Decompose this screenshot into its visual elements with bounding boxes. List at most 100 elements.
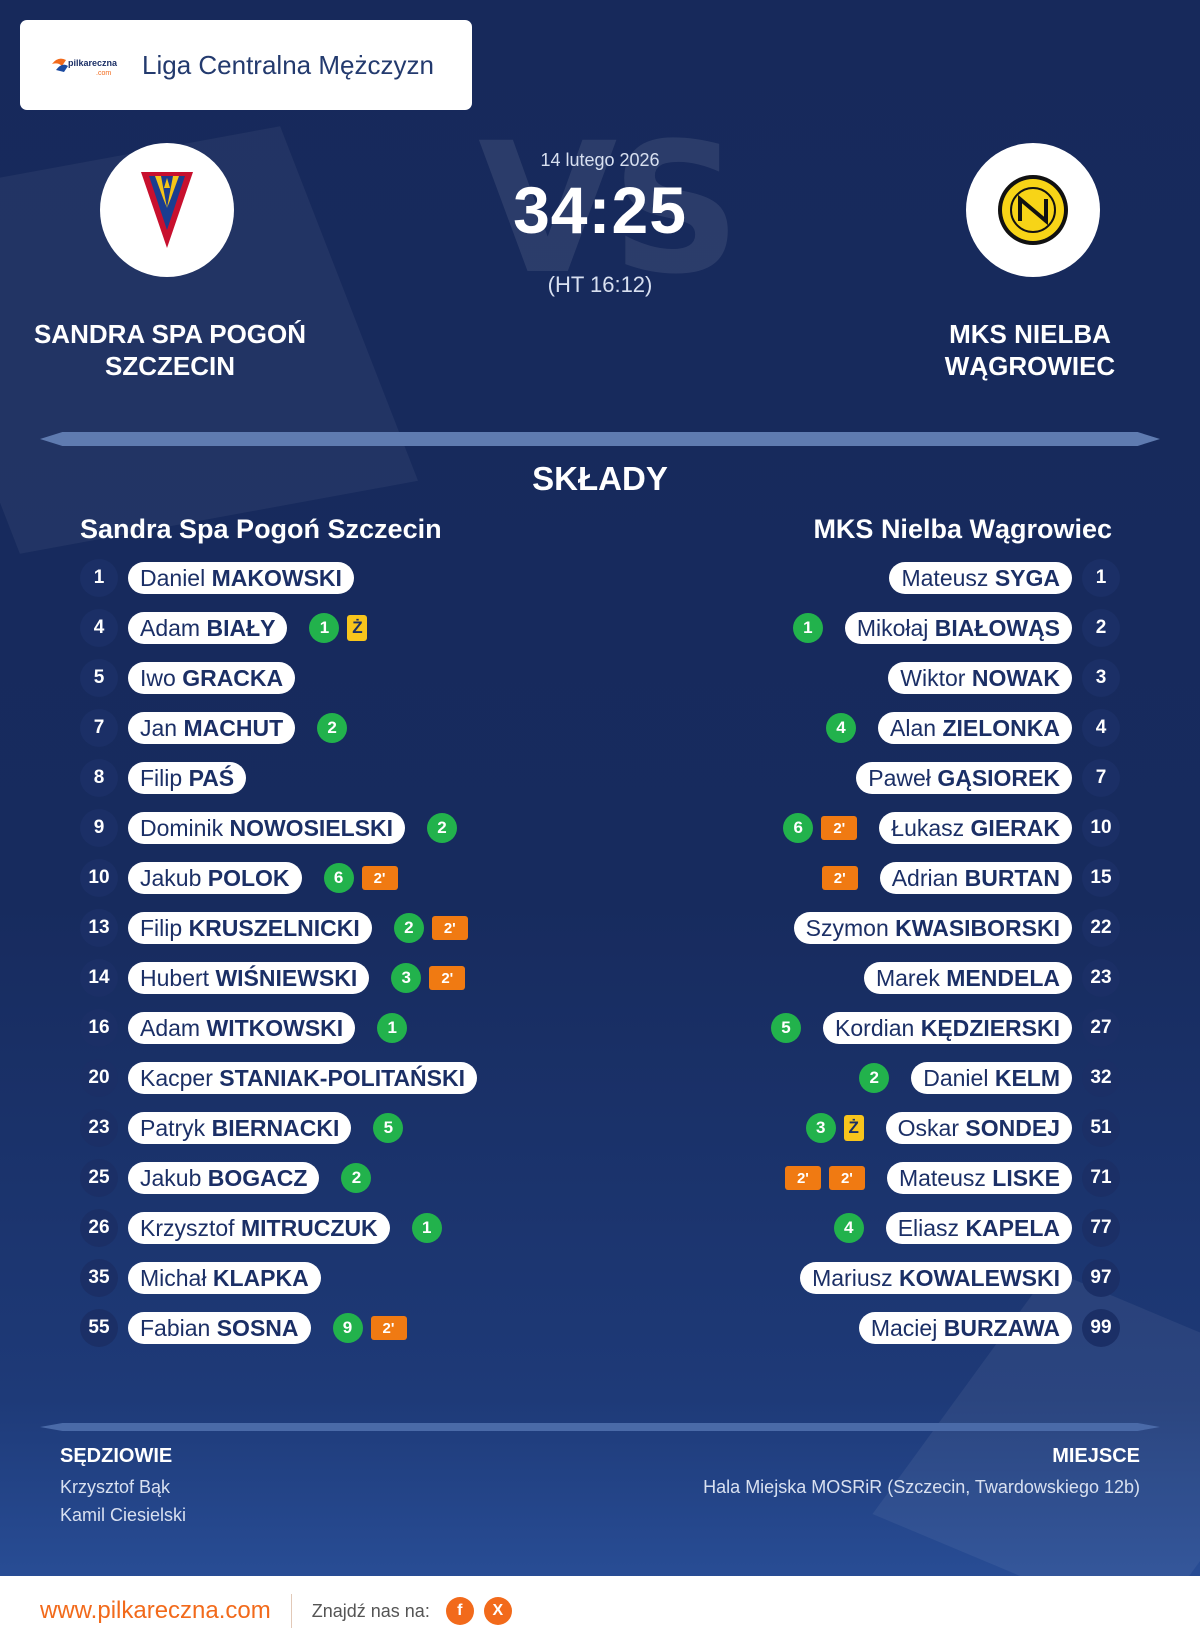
player-name: Mariusz KOWALEWSKI bbox=[800, 1262, 1072, 1294]
player-last-name: BIAŁY bbox=[206, 615, 276, 641]
player-row: 5 Kordian KĘDZIERSKI 27 bbox=[771, 1008, 1120, 1048]
player-row: 1 Daniel MAKOWSKI bbox=[80, 558, 477, 598]
goals-badge: 1 bbox=[792, 613, 823, 643]
player-name: Oskar SONDEJ bbox=[885, 1112, 1072, 1144]
player-number: 5 bbox=[80, 659, 118, 697]
goals-badge: 2 bbox=[317, 713, 348, 743]
player-name: Marek MENDELA bbox=[863, 962, 1072, 994]
player-row: 2' 2' Mateusz LISKE 71 bbox=[771, 1158, 1120, 1198]
player-stats: 6 2' bbox=[783, 813, 858, 843]
penalty-badge: 2' bbox=[370, 1316, 407, 1340]
x-icon[interactable]: X bbox=[483, 1597, 512, 1625]
player-number: 23 bbox=[80, 1109, 118, 1147]
player-name: Maciej BURZAWA bbox=[858, 1312, 1072, 1344]
player-last-name: MAKOWSKI bbox=[211, 565, 342, 591]
home-team-title: SANDRA SPA POGOŃ SZCZECIN bbox=[33, 319, 307, 381]
player-last-name: PAŚ bbox=[188, 765, 235, 791]
halftime-score: (HT 16:12) bbox=[547, 272, 653, 297]
goals-badge: 5 bbox=[373, 1113, 404, 1143]
player-first-name: Mateusz bbox=[898, 1165, 986, 1191]
footer: www.pilkareczna.com Znajdź nas na: f X bbox=[0, 1576, 1200, 1646]
player-name: Mateusz SYGA bbox=[889, 562, 1072, 594]
player-row: 4 Eliasz KAPELA 77 bbox=[771, 1208, 1120, 1248]
player-first-name: Łukasz bbox=[891, 815, 965, 841]
player-row: Mateusz SYGA 1 bbox=[771, 558, 1120, 598]
player-first-name: Daniel bbox=[140, 565, 206, 591]
player-number: 51 bbox=[1082, 1109, 1120, 1147]
player-number: 99 bbox=[1082, 1309, 1120, 1347]
player-number: 25 bbox=[80, 1159, 118, 1197]
match-date: 14 lutego 2026 bbox=[540, 150, 660, 170]
player-first-name: Kacper bbox=[140, 1065, 213, 1091]
player-last-name: BOGACZ bbox=[207, 1165, 308, 1191]
player-first-name: Oskar bbox=[897, 1115, 960, 1141]
league-header: pilkareczna .com Liga Centralna Mężczyzn bbox=[20, 20, 472, 110]
lineups-heading: SKŁADY bbox=[532, 460, 668, 497]
away-team-title: MKS NIELBA WĄGROWIEC bbox=[944, 319, 1116, 381]
player-stats: 2' bbox=[821, 866, 858, 890]
player-number: 3 bbox=[1082, 659, 1120, 697]
player-number: 1 bbox=[1082, 559, 1120, 597]
player-last-name: SOSNA bbox=[216, 1315, 299, 1341]
player-number: 20 bbox=[80, 1059, 118, 1097]
penalty-badge: 2' bbox=[821, 866, 858, 890]
player-row: Wiktor NOWAK 3 bbox=[771, 658, 1120, 698]
player-name: Mikołaj BIAŁOWĄS bbox=[844, 612, 1072, 644]
player-last-name: KAPELA bbox=[965, 1215, 1060, 1241]
player-last-name: STANIAK-POLITAŃSKI bbox=[219, 1065, 466, 1091]
player-row: 10 Jakub POLOK 6 2' bbox=[80, 858, 477, 898]
player-stats: 1 bbox=[411, 1213, 442, 1243]
goals-badge: 2 bbox=[393, 913, 424, 943]
penalty-badge: 2' bbox=[821, 816, 858, 840]
player-first-name: Mikołaj bbox=[856, 615, 929, 641]
player-last-name: GIERAK bbox=[970, 815, 1060, 841]
player-name: Kacper STANIAK-POLITAŃSKI bbox=[128, 1062, 478, 1094]
player-row: 4 Adam BIAŁY 1 Ż bbox=[80, 608, 477, 648]
player-name: Szymon KWASIBORSKI bbox=[793, 912, 1072, 944]
player-number: 4 bbox=[1082, 709, 1120, 747]
player-first-name: Daniel bbox=[923, 1065, 989, 1091]
yellow-card-badge: Ż bbox=[347, 615, 368, 641]
player-row: 1 Mikołaj BIAŁOWĄS 2 bbox=[771, 608, 1120, 648]
player-name: Jan MACHUT bbox=[128, 712, 296, 744]
player-number: 1 bbox=[80, 559, 118, 597]
player-first-name: Adam bbox=[140, 615, 201, 641]
goals-badge: 6 bbox=[323, 863, 354, 893]
player-stats: 2 bbox=[341, 1163, 372, 1193]
player-first-name: Michał bbox=[140, 1265, 207, 1291]
player-last-name: GRACKA bbox=[182, 665, 284, 691]
player-name: Michał KLAPKA bbox=[128, 1262, 321, 1294]
venue-name: Hala Miejska MOSRiR (Szczecin, Twardowsk… bbox=[703, 1477, 1140, 1497]
player-name: Daniel KELM bbox=[911, 1062, 1072, 1094]
player-first-name: Hubert bbox=[140, 965, 210, 991]
player-number: 8 bbox=[80, 759, 118, 797]
player-row: 20 Kacper STANIAK-POLITAŃSKI bbox=[80, 1058, 478, 1098]
referee-name: Krzysztof Bąk bbox=[60, 1477, 171, 1497]
player-number: 27 bbox=[1082, 1009, 1120, 1047]
player-number: 9 bbox=[80, 809, 118, 847]
player-row: Marek MENDELA 23 bbox=[771, 958, 1120, 998]
player-last-name: MACHUT bbox=[183, 715, 284, 741]
player-stats: 2 2' bbox=[393, 913, 468, 943]
player-row: 14 Hubert WIŚNIEWSKI 3 2' bbox=[80, 958, 477, 998]
goals-badge: 9 bbox=[332, 1313, 363, 1343]
player-number: 77 bbox=[1082, 1209, 1120, 1247]
player-number: 4 bbox=[80, 609, 118, 647]
player-row: 23 Patryk BIERNACKI 5 bbox=[80, 1108, 477, 1148]
player-stats: 2 bbox=[427, 813, 458, 843]
goals-badge: 5 bbox=[771, 1013, 802, 1043]
player-number: 32 bbox=[1082, 1059, 1120, 1097]
player-stats: 5 bbox=[771, 1013, 802, 1043]
player-name: Mateusz LISKE bbox=[886, 1162, 1072, 1194]
goals-badge: 3 bbox=[391, 963, 422, 993]
player-name: Dominik NOWOSIELSKI bbox=[128, 812, 406, 844]
away-roster: Mateusz SYGA 1 1 Mikołaj BIAŁOWĄS 2 Wiktor NO… bbox=[771, 558, 1120, 1358]
player-name: Adam BIAŁY bbox=[128, 612, 288, 644]
website-link[interactable]: www.pilkareczna.com bbox=[40, 1597, 271, 1624]
goals-badge: 4 bbox=[826, 713, 856, 743]
league-name: Liga Centralna Mężczyzn bbox=[142, 49, 434, 80]
goals-badge: 2 bbox=[427, 813, 458, 843]
player-number: 13 bbox=[80, 909, 118, 947]
facebook-icon[interactable]: f bbox=[445, 1597, 474, 1625]
